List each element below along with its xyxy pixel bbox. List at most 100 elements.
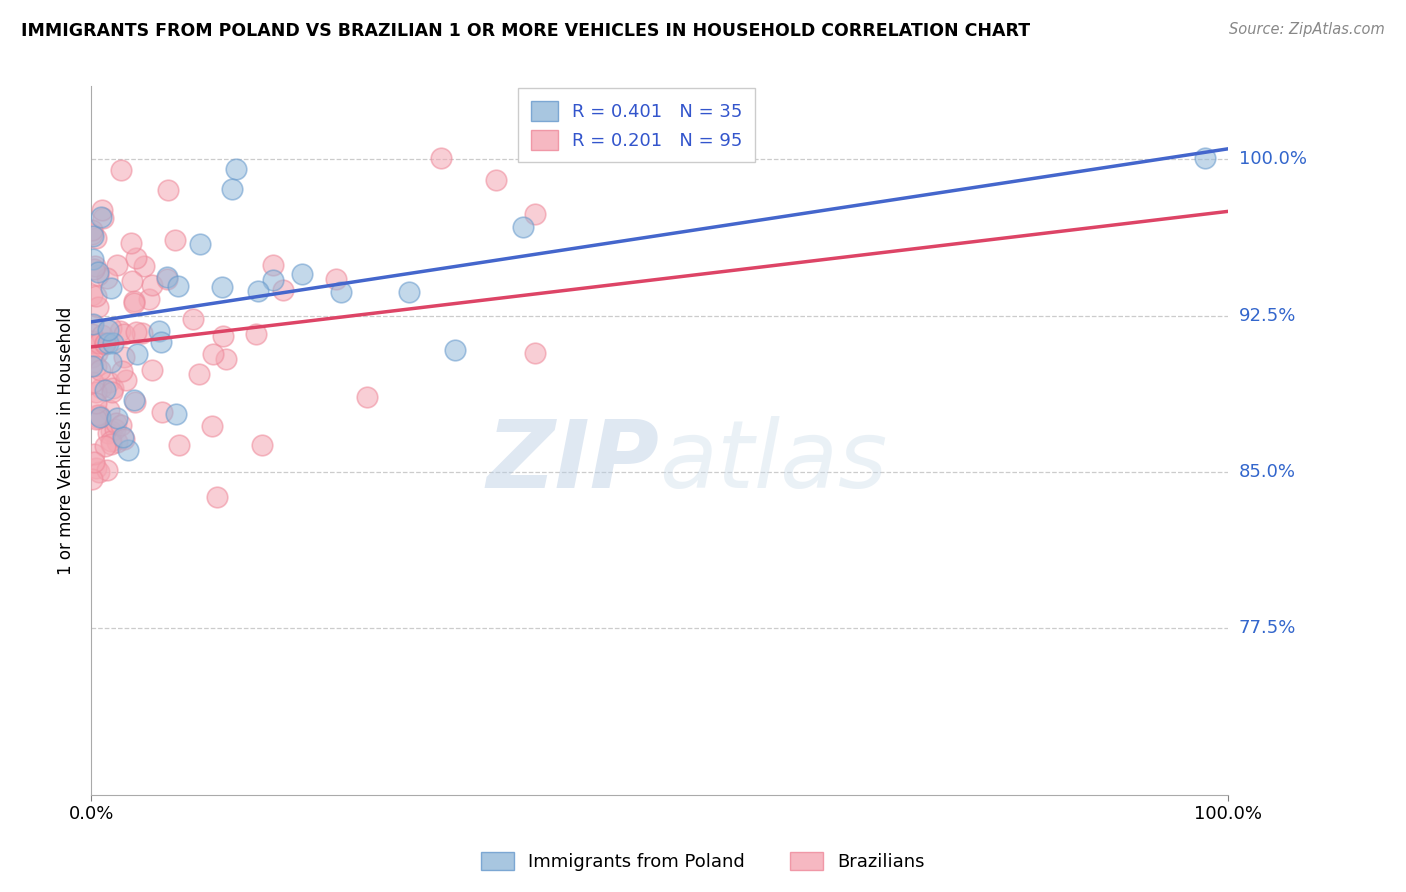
Point (112, 430, 135, 444)
Point (141, 277, 163, 292)
Point (330, 285, 353, 299)
Point (127, 346, 149, 360)
Point (84, 259, 107, 273)
Point (100, 280, 122, 294)
Text: ZIP: ZIP (486, 416, 659, 508)
Point (120, 235, 142, 250)
Point (485, 173, 508, 187)
Point (96, 336, 118, 351)
Point (112, 432, 135, 446)
Point (165, 233, 187, 247)
Point (112, 350, 135, 364)
Text: Source: ZipAtlas.com: Source: ZipAtlas.com (1229, 22, 1385, 37)
Point (110, 418, 132, 433)
Point (201, 347, 224, 361)
Point (150, 404, 173, 418)
Point (84, 230, 107, 244)
Point (105, 258, 128, 272)
Point (93, 337, 115, 351)
Point (100, 355, 122, 369)
Point (94, 439, 117, 453)
Point (356, 390, 378, 404)
Point (84, 412, 107, 426)
Point (89, 409, 111, 424)
Text: 100.0%: 100.0% (1239, 151, 1306, 169)
Point (114, 327, 136, 342)
Point (82, 336, 104, 351)
Point (252, 438, 274, 452)
Point (94, 383, 117, 397)
Point (247, 284, 270, 298)
Point (124, 395, 146, 409)
Point (89, 336, 111, 351)
Point (122, 294, 145, 309)
Point (215, 351, 238, 366)
Point (156, 272, 179, 286)
Point (97, 425, 120, 440)
Point (82, 356, 104, 370)
Point (1194, 151, 1216, 165)
Point (84, 384, 107, 399)
Point (82, 350, 104, 364)
Legend: R = 0.401   N = 35, R = 0.201   N = 95: R = 0.401 N = 35, R = 0.201 N = 95 (517, 88, 755, 162)
Point (82, 223, 104, 237)
Point (87, 265, 110, 279)
Point (149, 334, 172, 349)
Text: IMMIGRANTS FROM POLAND VS BRAZILIAN 1 OR MORE VEHICLES IN HOUSEHOLD CORRELATION : IMMIGRANTS FROM POLAND VS BRAZILIAN 1 OR… (21, 22, 1031, 40)
Point (110, 162, 132, 177)
Point (100, 424, 122, 438)
Point (101, 381, 124, 395)
Point (115, 373, 138, 387)
Point (138, 292, 160, 306)
Point (82, 288, 104, 302)
Point (211, 280, 233, 294)
Point (117, 442, 139, 457)
Point (90, 381, 112, 395)
Point (100, 321, 122, 335)
Point (273, 283, 295, 297)
Point (83, 447, 105, 461)
Point (83, 262, 105, 277)
Point (429, 151, 451, 165)
Point (82, 334, 104, 348)
Point (82, 229, 104, 244)
Point (86, 300, 108, 314)
Point (90, 211, 112, 225)
Point (82, 252, 104, 266)
Text: 92.5%: 92.5% (1239, 307, 1296, 325)
Point (90, 328, 112, 343)
Point (221, 182, 243, 196)
Point (91, 211, 114, 225)
Point (105, 410, 128, 425)
Text: 85.0%: 85.0% (1239, 463, 1296, 481)
Point (98, 403, 121, 417)
Point (524, 207, 547, 221)
Point (101, 384, 124, 399)
Point (205, 490, 228, 504)
Point (125, 325, 148, 339)
Point (131, 326, 153, 340)
Point (111, 364, 134, 378)
Point (201, 418, 224, 433)
Point (84, 461, 107, 475)
Point (122, 296, 145, 310)
Point (122, 392, 145, 407)
Point (82, 227, 104, 241)
Point (82, 472, 104, 486)
Point (165, 407, 187, 421)
Point (325, 271, 347, 285)
Point (87, 465, 110, 479)
Point (225, 161, 247, 176)
Point (105, 435, 128, 450)
Point (89, 363, 111, 377)
Point (188, 237, 211, 252)
Point (124, 252, 146, 266)
Point (83, 455, 105, 469)
Point (84, 289, 107, 303)
Point (262, 273, 284, 287)
Point (82, 375, 104, 389)
Point (100, 437, 122, 451)
Point (211, 328, 233, 343)
Point (134, 259, 156, 273)
Point (101, 335, 124, 350)
